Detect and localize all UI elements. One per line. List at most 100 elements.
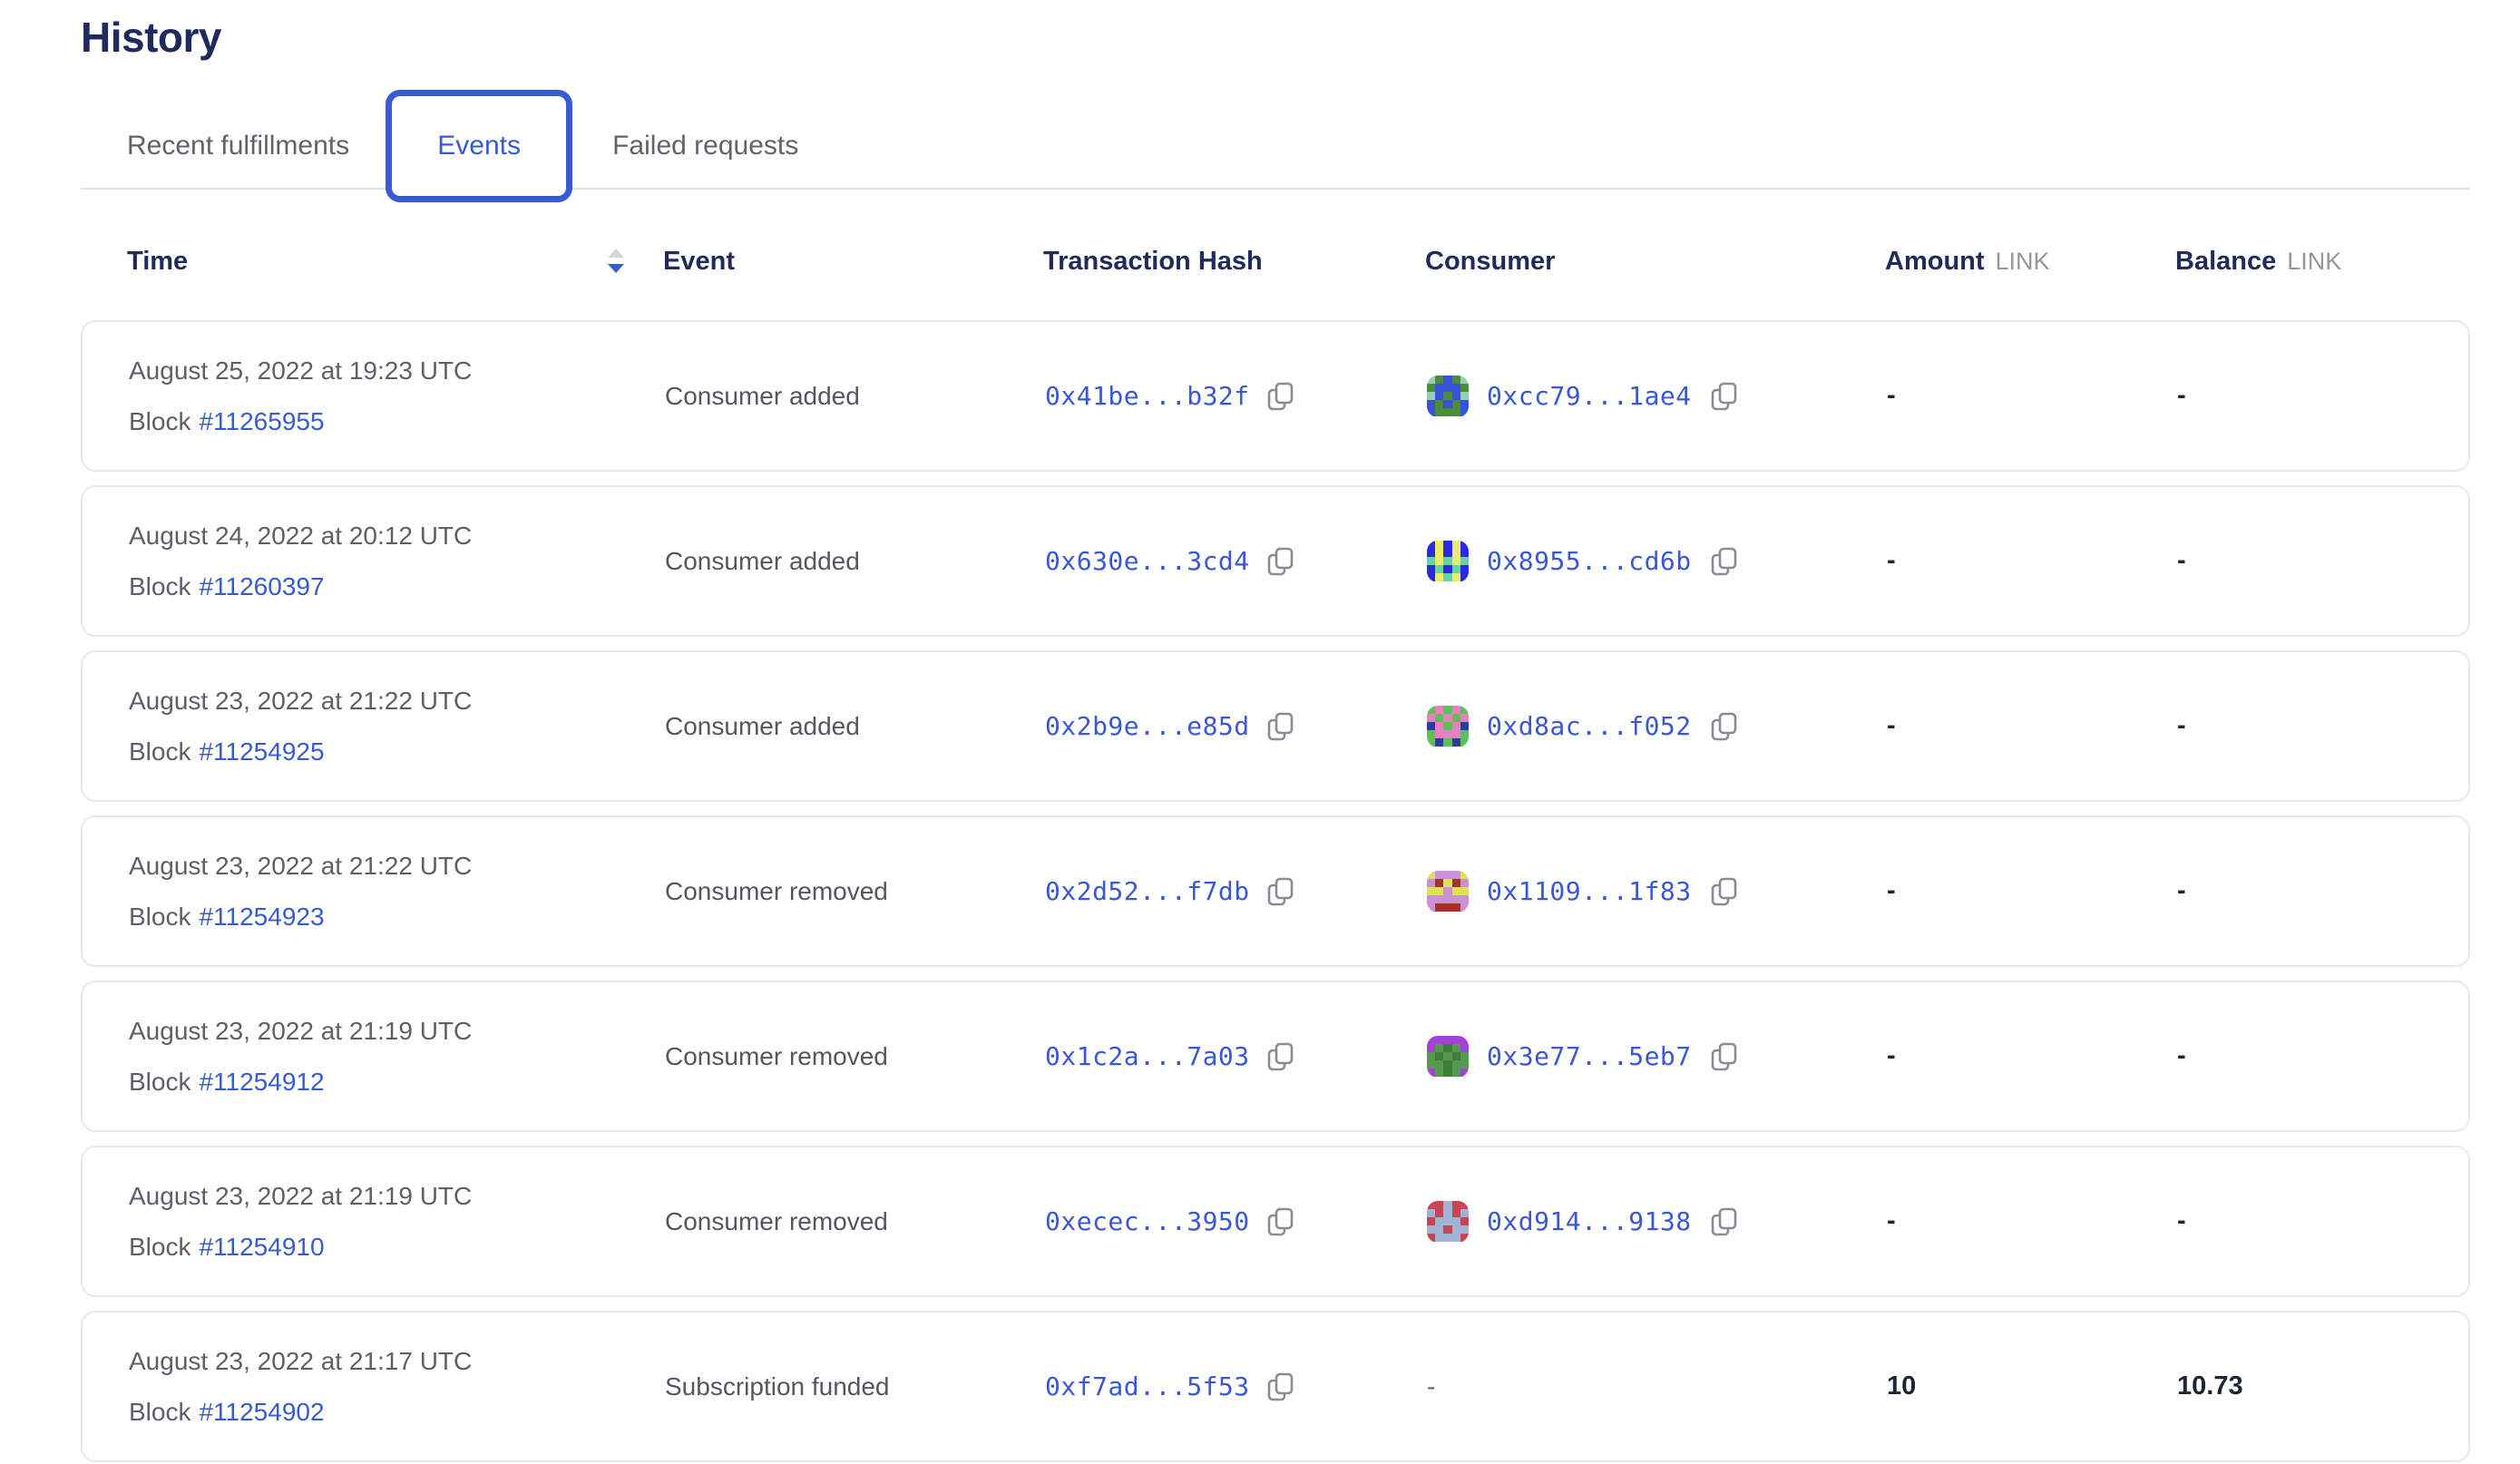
block-number-link[interactable]: #11254910 <box>199 1232 325 1261</box>
event-type: Consumer removed <box>665 876 888 905</box>
event-timestamp: August 24, 2022 at 20:12 UTC <box>129 521 473 550</box>
transaction-hash-link[interactable]: 0x1c2a...7a03 <box>1045 1041 1250 1071</box>
block-number-link[interactable]: #11254902 <box>199 1397 325 1426</box>
copy-icon[interactable] <box>1710 1206 1739 1237</box>
consumer-cell: 0xcc79...1ae4 <box>1427 375 1887 417</box>
time-cell: August 25, 2022 at 19:23 UTC Block #11265… <box>129 356 665 436</box>
transaction-hash-link[interactable]: 0x2d52...f7db <box>1045 876 1250 906</box>
column-header-balance: Balance LINK <box>2175 247 2470 277</box>
event-timestamp: August 23, 2022 at 21:22 UTC <box>129 686 473 715</box>
consumer-address-link[interactable]: 0x1109...1f83 <box>1487 876 1692 906</box>
block-line: Block #11265955 <box>129 407 665 436</box>
table-row: August 23, 2022 at 21:19 UTC Block #11254… <box>81 981 2470 1132</box>
block-label: Block <box>129 1232 191 1261</box>
amount-cell: - <box>1887 1041 2177 1071</box>
table-row: August 23, 2022 at 21:17 UTC Block #11254… <box>81 1311 2470 1462</box>
column-header-time[interactable]: Time <box>127 247 663 277</box>
copy-icon[interactable] <box>1266 381 1295 412</box>
table-row: August 23, 2022 at 21:19 UTC Block #11254… <box>81 1146 2470 1297</box>
block-number-link[interactable]: #11265955 <box>199 406 325 435</box>
transaction-hash-cell: 0x1c2a...7a03 <box>1045 1041 1427 1072</box>
amount-value: - <box>1887 711 1896 740</box>
balance-unit-label: LINK <box>2287 247 2342 275</box>
amount-value: - <box>1887 876 1896 905</box>
transaction-hash-link[interactable]: 0xf7ad...5f53 <box>1045 1371 1250 1401</box>
event-type: Consumer added <box>665 711 860 740</box>
amount-unit-label: LINK <box>1995 247 2050 275</box>
table-row: August 23, 2022 at 21:22 UTC Block #11254… <box>81 815 2470 967</box>
consumer-avatar <box>1427 540 1469 582</box>
block-number-link[interactable]: #11254923 <box>199 902 325 931</box>
amount-value: - <box>1887 1041 1896 1070</box>
column-header-transaction-hash: Transaction Hash <box>1043 246 1263 276</box>
balance-cell: - <box>2177 546 2468 576</box>
block-label: Block <box>129 406 191 435</box>
amount-value: - <box>1887 381 1896 410</box>
tab-events[interactable]: Events <box>386 90 573 202</box>
event-type: Subscription funded <box>665 1371 890 1401</box>
copy-icon[interactable] <box>1710 381 1739 412</box>
block-number-link[interactable]: #11260397 <box>199 571 325 600</box>
copy-icon[interactable] <box>1710 876 1739 907</box>
block-number-link[interactable]: #11254912 <box>199 1067 325 1096</box>
block-label: Block <box>129 571 191 600</box>
copy-icon[interactable] <box>1710 1041 1739 1072</box>
balance-cell: 10.73 <box>2177 1371 2468 1401</box>
consumer-empty-dash: - <box>1427 1371 1436 1401</box>
amount-cell: - <box>1887 546 2177 576</box>
event-cell: Consumer removed <box>665 877 1045 906</box>
balance-cell: - <box>2177 711 2468 741</box>
block-line: Block #11254912 <box>129 1068 665 1097</box>
time-cell: August 23, 2022 at 21:22 UTC Block #11254… <box>129 852 665 932</box>
copy-icon[interactable] <box>1266 711 1295 742</box>
copy-icon[interactable] <box>1266 876 1295 907</box>
tab-recent-fulfillments[interactable]: Recent fulfillments <box>127 131 350 161</box>
table-row: August 23, 2022 at 21:22 UTC Block #11254… <box>81 650 2470 802</box>
amount-header-label: Amount <box>1885 246 1985 276</box>
block-number-link[interactable]: #11254925 <box>199 737 325 766</box>
event-timestamp: August 23, 2022 at 21:19 UTC <box>129 1181 473 1210</box>
consumer-address-link[interactable]: 0xcc79...1ae4 <box>1487 381 1692 411</box>
event-timestamp: August 23, 2022 at 21:22 UTC <box>129 851 473 880</box>
amount-cell: - <box>1887 381 2177 411</box>
balance-header-label: Balance <box>2175 246 2277 276</box>
transaction-hash-link[interactable]: 0x630e...3cd4 <box>1045 546 1250 576</box>
consumer-address-link[interactable]: 0xd8ac...f052 <box>1487 711 1692 741</box>
transaction-hash-link[interactable]: 0xecec...3950 <box>1045 1206 1250 1236</box>
transaction-hash-cell: 0x2b9e...e85d <box>1045 711 1427 742</box>
consumer-address-link[interactable]: 0x8955...cd6b <box>1487 546 1692 576</box>
tab-failed-requests[interactable]: Failed requests <box>612 131 799 161</box>
sort-descending-icon[interactable] <box>607 248 625 275</box>
block-line: Block #11260397 <box>129 572 665 601</box>
event-type: Consumer removed <box>665 1206 888 1235</box>
copy-icon[interactable] <box>1266 1371 1295 1402</box>
transaction-hash-link[interactable]: 0x41be...b32f <box>1045 381 1250 411</box>
block-label: Block <box>129 1397 191 1426</box>
copy-icon[interactable] <box>1710 711 1739 742</box>
event-type: Consumer added <box>665 546 860 575</box>
transaction-hash-cell: 0x2d52...f7db <box>1045 876 1427 907</box>
event-cell: Subscription funded <box>665 1372 1045 1401</box>
consumer-address-link[interactable]: 0xd914...9138 <box>1487 1206 1692 1236</box>
event-timestamp: August 23, 2022 at 21:17 UTC <box>129 1346 473 1375</box>
copy-icon[interactable] <box>1710 546 1739 577</box>
transaction-hash-link[interactable]: 0x2b9e...e85d <box>1045 711 1250 741</box>
transaction-hash-cell: 0x41be...b32f <box>1045 381 1427 412</box>
amount-cell: - <box>1887 711 2177 741</box>
consumer-avatar <box>1427 1035 1469 1078</box>
event-cell: Consumer added <box>665 712 1045 741</box>
consumer-address-link[interactable]: 0x3e77...5eb7 <box>1487 1041 1692 1071</box>
time-header-label: Time <box>127 246 189 276</box>
event-timestamp: August 25, 2022 at 19:23 UTC <box>129 356 473 385</box>
balance-value: - <box>2177 876 2186 905</box>
consumer-cell: 0x8955...cd6b <box>1427 540 1887 582</box>
consumer-avatar <box>1427 705 1469 747</box>
consumer-avatar <box>1427 375 1469 417</box>
balance-cell: - <box>2177 1206 2468 1236</box>
balance-value: - <box>2177 1041 2186 1070</box>
copy-icon[interactable] <box>1266 546 1295 577</box>
copy-icon[interactable] <box>1266 1041 1295 1072</box>
copy-icon[interactable] <box>1266 1206 1295 1237</box>
transaction-hash-cell: 0x630e...3cd4 <box>1045 546 1427 577</box>
block-line: Block #11254923 <box>129 903 665 932</box>
